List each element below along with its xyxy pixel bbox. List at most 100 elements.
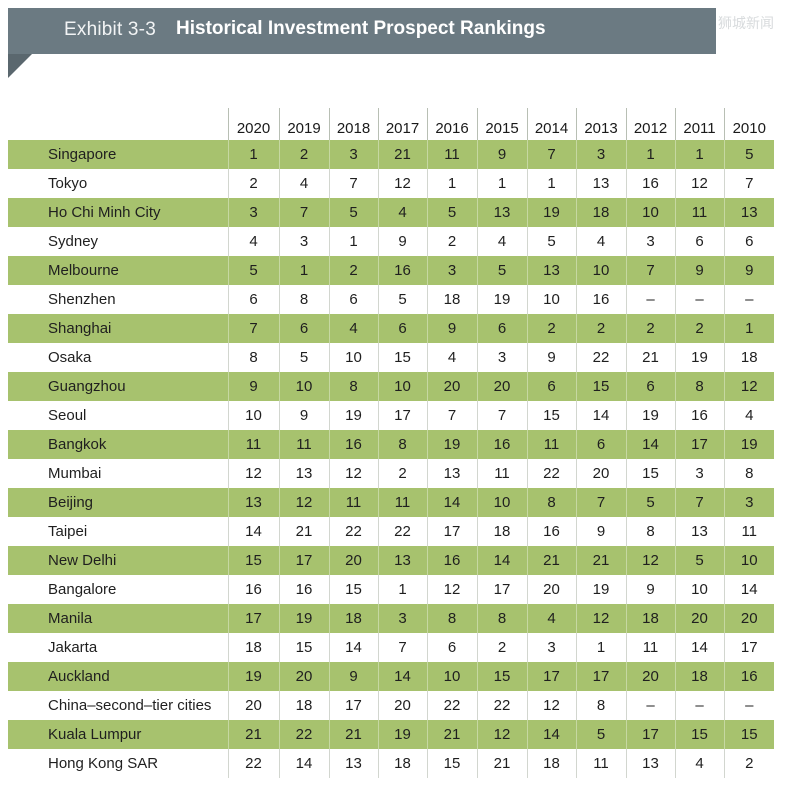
- rank-cell: 6: [227, 285, 279, 314]
- year-header-2014: 2014: [526, 108, 576, 140]
- rank-cell: 20: [575, 459, 626, 488]
- table-row: Kuala Lumpur 21 22 21 19 21 12 14 5 17 15 15: [8, 720, 774, 749]
- rank-cell: 9: [526, 343, 576, 372]
- rank-cell: 13: [526, 256, 576, 285]
- rank-cell: 8: [575, 691, 626, 720]
- rank-cell: 7: [575, 488, 626, 517]
- rank-cell: 21: [575, 546, 626, 575]
- rank-cell: 14: [625, 430, 675, 459]
- rank-cell: 9: [723, 256, 774, 285]
- rank-cell: 19: [377, 720, 427, 749]
- rank-cell: 12: [674, 169, 724, 198]
- rank-cell: 7: [476, 401, 527, 430]
- rank-cell: 15: [674, 720, 724, 749]
- rank-cell: 15: [476, 662, 527, 691]
- rank-cell: 3: [328, 140, 378, 169]
- rank-cell: 11: [526, 430, 576, 459]
- rank-cell: –: [625, 285, 675, 314]
- rank-cell: 11: [227, 430, 279, 459]
- rank-cell: 22: [377, 517, 427, 546]
- rank-cell: 4: [526, 604, 576, 633]
- rank-cell: 10: [426, 662, 477, 691]
- rank-cell: 9: [377, 227, 427, 256]
- rank-cell: 5: [526, 227, 576, 256]
- rank-cell: 9: [476, 140, 527, 169]
- rank-cell: 2: [526, 314, 576, 343]
- rank-cell: 4: [278, 169, 329, 198]
- rank-cell: 14: [723, 575, 774, 604]
- rank-cell: 5: [625, 488, 675, 517]
- rank-cell: 3: [723, 488, 774, 517]
- rank-cell: 5: [328, 198, 378, 227]
- rank-cell: 15: [377, 343, 427, 372]
- rank-cell: 17: [227, 604, 279, 633]
- rank-cell: 18: [377, 749, 427, 778]
- rank-cell: 22: [426, 691, 477, 720]
- rank-cell: 8: [278, 285, 329, 314]
- rank-cell: 17: [674, 430, 724, 459]
- year-header-2013: 2013: [575, 108, 626, 140]
- rank-cell: 5: [674, 546, 724, 575]
- rank-cell: 10: [328, 343, 378, 372]
- city-name: Singapore: [8, 140, 228, 169]
- rank-cell: 9: [625, 575, 675, 604]
- rank-cell: 6: [476, 314, 527, 343]
- rank-cell: 18: [674, 662, 724, 691]
- rank-cell: 19: [278, 604, 329, 633]
- rank-cell: 19: [625, 401, 675, 430]
- year-header-2015: 2015: [476, 108, 527, 140]
- table-row: Osaka 8 5 10 15 4 3 9 22 21 19 18: [8, 343, 774, 372]
- table-row: New Delhi 15 17 20 13 16 14 21 21 12 5 10: [8, 546, 774, 575]
- city-name: Bangalore: [48, 581, 117, 598]
- rank-cell: –: [625, 691, 675, 720]
- rank-cell: 8: [723, 459, 774, 488]
- rank-cell: 2: [575, 314, 626, 343]
- rank-cell: 9: [575, 517, 626, 546]
- rank-cell: 4: [426, 343, 477, 372]
- rank-cell: 1: [526, 169, 576, 198]
- rank-cell: 7: [674, 488, 724, 517]
- rank-cell: 2: [377, 459, 427, 488]
- year-header-2020: 2020: [227, 108, 279, 140]
- table-row: China–second–tier cities 20 18 17 20 22 22 12 8–…: [8, 691, 774, 720]
- header-blank-cell: [8, 108, 228, 140]
- rank-cell: 13: [227, 488, 279, 517]
- rank-cell: –: [674, 285, 724, 314]
- rank-cell: 21: [476, 749, 527, 778]
- rank-cell: 9: [278, 401, 329, 430]
- rank-cell: 10: [723, 546, 774, 575]
- rank-cell: 8: [476, 604, 527, 633]
- rank-cell: 8: [674, 372, 724, 401]
- rank-cell: 18: [526, 749, 576, 778]
- rank-cell: 15: [426, 749, 477, 778]
- table-row: Seoul 10 9 19 17 7 7 15 14 19 16 4: [8, 401, 774, 430]
- rank-cell: 6: [625, 372, 675, 401]
- rank-cell: 5: [227, 256, 279, 285]
- rank-cell: 14: [426, 488, 477, 517]
- table-row: Auckland 19 20 9 14 10 15 17 17 20 18 16: [8, 662, 774, 691]
- rank-cell: 2: [328, 256, 378, 285]
- rank-cell: 13: [674, 517, 724, 546]
- rank-cell: 6: [526, 372, 576, 401]
- rank-cell: 19: [674, 343, 724, 372]
- rank-cell: 18: [227, 633, 279, 662]
- banner-tail-decoration: [8, 54, 32, 78]
- rank-cell: 15: [227, 546, 279, 575]
- rank-cell: 10: [377, 372, 427, 401]
- chart-title: Historical Investment Prospect Rankings: [176, 18, 546, 39]
- rank-cell: 12: [426, 575, 477, 604]
- year-header-2018: 2018: [328, 108, 378, 140]
- rank-cell: 6: [426, 633, 477, 662]
- rank-cell: 2: [476, 633, 527, 662]
- rank-cell: 15: [278, 633, 329, 662]
- rank-cell: 20: [227, 691, 279, 720]
- rank-cell: 16: [674, 401, 724, 430]
- rank-cell: 17: [377, 401, 427, 430]
- rank-cell: 17: [328, 691, 378, 720]
- rank-cell: 4: [575, 227, 626, 256]
- rank-cell: 5: [476, 256, 527, 285]
- rank-cell: 13: [426, 459, 477, 488]
- table-row: Ho Chi Minh City 3 7 5 4 5 13 19 18 10 11 13: [8, 198, 774, 227]
- rank-cell: 17: [426, 517, 477, 546]
- title-banner: [8, 8, 716, 54]
